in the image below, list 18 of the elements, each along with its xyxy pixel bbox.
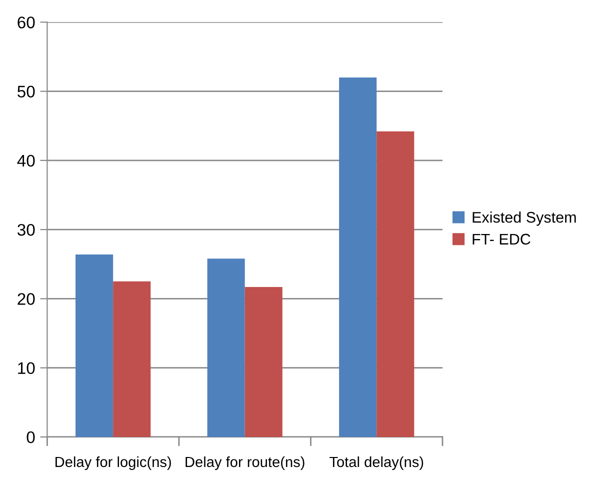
y-tick-label: 0 [26, 431, 35, 444]
y-tick-label: 60 [18, 16, 35, 28]
x-tick-label: Total delay(ns) [330, 456, 424, 470]
y-tick-label: 50 [18, 86, 35, 98]
x-tick-label: Delay for route(ns) [186, 456, 304, 470]
y-tick-label: 20 [18, 293, 35, 305]
bar [244, 286, 282, 437]
bar [207, 258, 245, 437]
y-tick-label: 10 [18, 362, 35, 374]
y-tick-label: 40 [17, 154, 35, 167]
bar [339, 77, 377, 437]
bar [376, 131, 414, 437]
legend-label: Existed System [472, 212, 576, 226]
x-tick-label: Delay for logic(ns) [56, 456, 171, 470]
legend-label: FT- EDC [472, 234, 530, 245]
bar [76, 254, 114, 437]
bar [113, 281, 151, 437]
y-tick-label: 30 [17, 224, 35, 236]
